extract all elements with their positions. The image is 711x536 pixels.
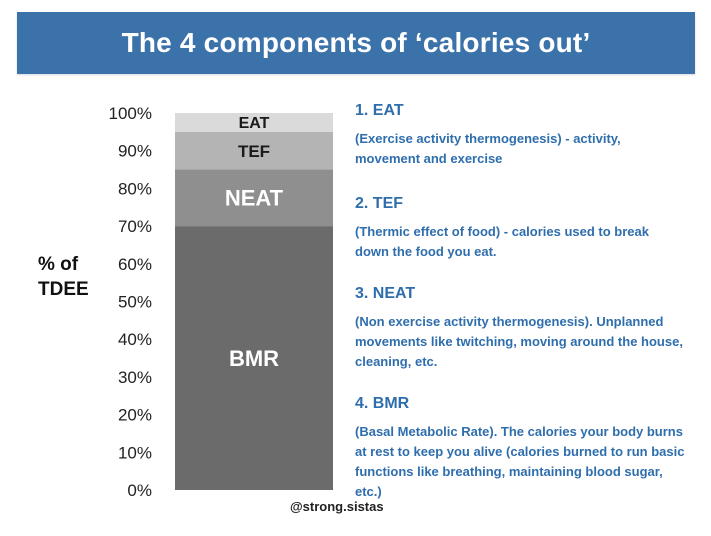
y-tick-label: 90% <box>118 142 152 161</box>
segment-label-eat: EAT <box>239 115 270 132</box>
description-heading: 3. NEAT <box>355 285 416 302</box>
segment-label-neat: NEAT <box>225 186 284 211</box>
y-axis-label-line2: TDEE <box>38 279 89 300</box>
description-heading: 4. BMR <box>355 395 410 412</box>
y-axis-label: % of TDEE <box>38 252 98 302</box>
y-tick-label: 40% <box>118 330 152 349</box>
y-tick-label: 10% <box>118 443 152 462</box>
bar-segment-eat <box>175 113 333 132</box>
segment-label-tef: TEF <box>238 142 270 161</box>
description-eat: 1. EAT (Exercise activity thermogenesis)… <box>355 102 685 169</box>
bar-segment-tef <box>175 131 333 170</box>
title-banner: The 4 components of ‘calories out’ <box>17 12 695 74</box>
description-text: (Non exercise activity thermogenesis). U… <box>355 314 683 369</box>
y-tick-label: 20% <box>118 406 152 425</box>
y-tick-label: 0% <box>127 481 152 500</box>
description-neat: 3. NEAT (Non exercise activity thermogen… <box>355 285 685 372</box>
segment-label-bmr: BMR <box>229 346 279 371</box>
description-tef: 2. TEF (Thermic effect of food) - calori… <box>355 195 685 262</box>
description-text: (Basal Metabolic Rate). The calories you… <box>355 424 685 499</box>
y-tick-label: 50% <box>118 293 152 312</box>
description-text: (Thermic effect of food) - calories used… <box>355 224 649 259</box>
y-tick-label: 80% <box>118 179 152 198</box>
description-bmr: 4. BMR (Basal Metabolic Rate). The calor… <box>355 395 685 502</box>
bar-segment-neat <box>175 169 333 227</box>
description-text: (Exercise activity thermogenesis) - acti… <box>355 131 621 166</box>
y-tick-label: 70% <box>118 217 152 236</box>
y-tick-label: 30% <box>118 368 152 387</box>
y-tick-label: 60% <box>118 255 152 274</box>
description-heading: 1. EAT <box>355 102 404 119</box>
watermark: @strong.sistas <box>290 499 384 514</box>
y-axis-label-line1: % of <box>38 254 79 275</box>
description-heading: 2. TEF <box>355 195 404 212</box>
chart-title: The 4 components of ‘calories out’ <box>121 27 591 58</box>
bar-segment-bmr <box>175 226 333 490</box>
y-tick-label: 100% <box>109 104 152 123</box>
